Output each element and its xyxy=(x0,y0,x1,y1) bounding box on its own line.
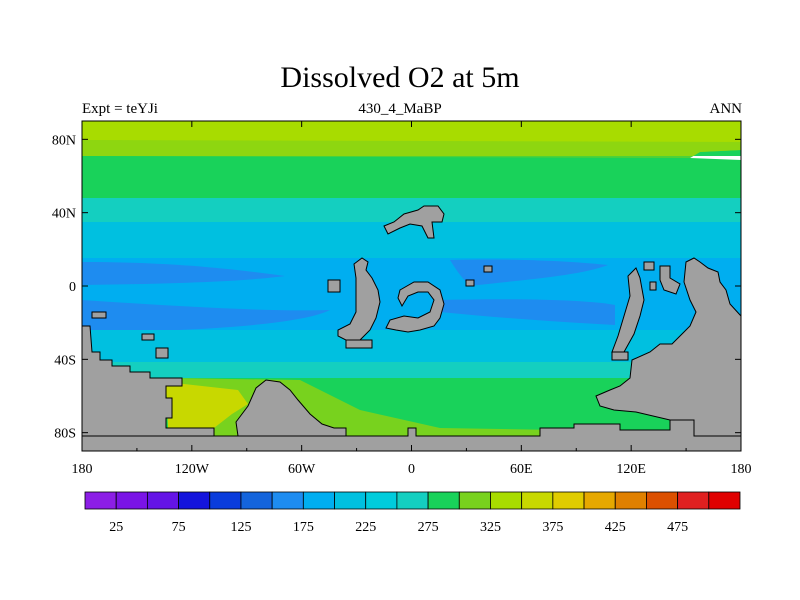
colorbar-swatch xyxy=(677,491,710,510)
colorbar-swatch xyxy=(583,491,616,510)
x-tick-label: 0 xyxy=(408,462,415,477)
band-north-teal xyxy=(82,198,741,222)
colorbar-label: 375 xyxy=(542,520,563,535)
colorbar-swatch xyxy=(178,491,211,510)
land-east-coast xyxy=(611,267,645,353)
colorbar-label: 225 xyxy=(355,520,376,535)
season-label: ANN xyxy=(709,101,743,117)
y-tick-label: 80N xyxy=(52,133,76,148)
land-small-isle-7 xyxy=(611,351,629,361)
band-equatorial-deep-south-east xyxy=(440,299,615,325)
colorbar-label: 25 xyxy=(109,520,123,535)
land-north-continent xyxy=(383,205,445,239)
x-tick-label: 180 xyxy=(72,462,93,477)
land-central-ring xyxy=(385,281,445,333)
x-tick-label: 180 xyxy=(731,462,752,477)
land-small-isle-3 xyxy=(155,347,169,359)
colorbar-label: 425 xyxy=(605,520,626,535)
band-north-cyan xyxy=(82,222,741,258)
map-plot-area xyxy=(82,121,741,451)
band-south-yellow-west xyxy=(166,382,248,428)
period-label: 430_4_MaBP xyxy=(358,101,442,117)
y-tick-label: 40N xyxy=(52,207,76,222)
colorbar-swatch xyxy=(302,491,335,510)
land-small-isle-5 xyxy=(483,265,493,273)
colorbar-swatch xyxy=(84,491,117,510)
colorbar-swatch xyxy=(334,491,367,510)
land-australia-block xyxy=(595,257,741,437)
experiment-label: Expt = teYJi xyxy=(82,101,158,117)
colorbar-swatch xyxy=(271,491,304,510)
x-tick-label: 120W xyxy=(175,462,210,477)
land-small-isle-2 xyxy=(141,333,155,341)
land-south-america-tip xyxy=(235,379,347,437)
x-tick-label: 120E xyxy=(616,462,646,477)
x-tick-label: 60W xyxy=(288,462,316,477)
colorbar-label: 325 xyxy=(480,520,501,535)
colorbar-swatch xyxy=(240,491,273,510)
band-south-cyan xyxy=(82,330,741,362)
colorbar-swatch xyxy=(209,491,242,510)
land-small-isle-4 xyxy=(327,279,341,293)
land-small-isle-8 xyxy=(345,339,373,349)
band-north-green xyxy=(82,150,741,198)
land-small-isle-6 xyxy=(465,279,475,287)
y-tick-label: 80S xyxy=(54,427,76,442)
land-small-isle-1 xyxy=(91,311,107,319)
colorbar-label: 75 xyxy=(172,520,186,535)
colorbar-swatch xyxy=(614,491,647,510)
colorbar: 25 75 125 175 225 275 325 375 425 475 xyxy=(84,491,741,535)
band-south-teal xyxy=(82,362,741,378)
colorbar-label: 125 xyxy=(230,520,251,535)
colorbar-swatch xyxy=(115,491,148,510)
colorbar-swatch xyxy=(490,491,523,510)
colorbar-label: 275 xyxy=(418,520,439,535)
land-east-islands xyxy=(643,261,681,295)
colorbar-swatch xyxy=(396,491,429,510)
y-tick-label: 0 xyxy=(69,280,76,295)
colorbar-swatch xyxy=(521,491,554,510)
colorbar-swatch xyxy=(427,491,460,510)
colorbar-label: 175 xyxy=(293,520,314,535)
colorbar-swatch xyxy=(365,491,398,510)
colorbar-swatch xyxy=(458,491,491,510)
map-axes: 180 120W 60W 0 60E 120E 180 80N 40N 0 40S 80S xyxy=(52,121,752,477)
colorbar-swatch xyxy=(552,491,585,510)
map-title: Dissolved O2 at 5m xyxy=(280,61,520,94)
colorbar-label: 475 xyxy=(667,520,688,535)
colorbar-swatch xyxy=(708,491,741,510)
band-equatorial-deep xyxy=(82,262,285,285)
band-north-yellowgreen-strip xyxy=(82,140,741,158)
land-masses xyxy=(82,205,741,451)
y-tick-label: 40S xyxy=(54,353,76,368)
land-antarctica xyxy=(82,419,741,451)
land-west-south xyxy=(82,325,215,437)
colorbar-swatch xyxy=(146,491,179,510)
colorbar-swatch xyxy=(646,491,679,510)
x-tick-label: 60E xyxy=(510,462,533,477)
band-equatorial-deep-south xyxy=(82,300,330,332)
